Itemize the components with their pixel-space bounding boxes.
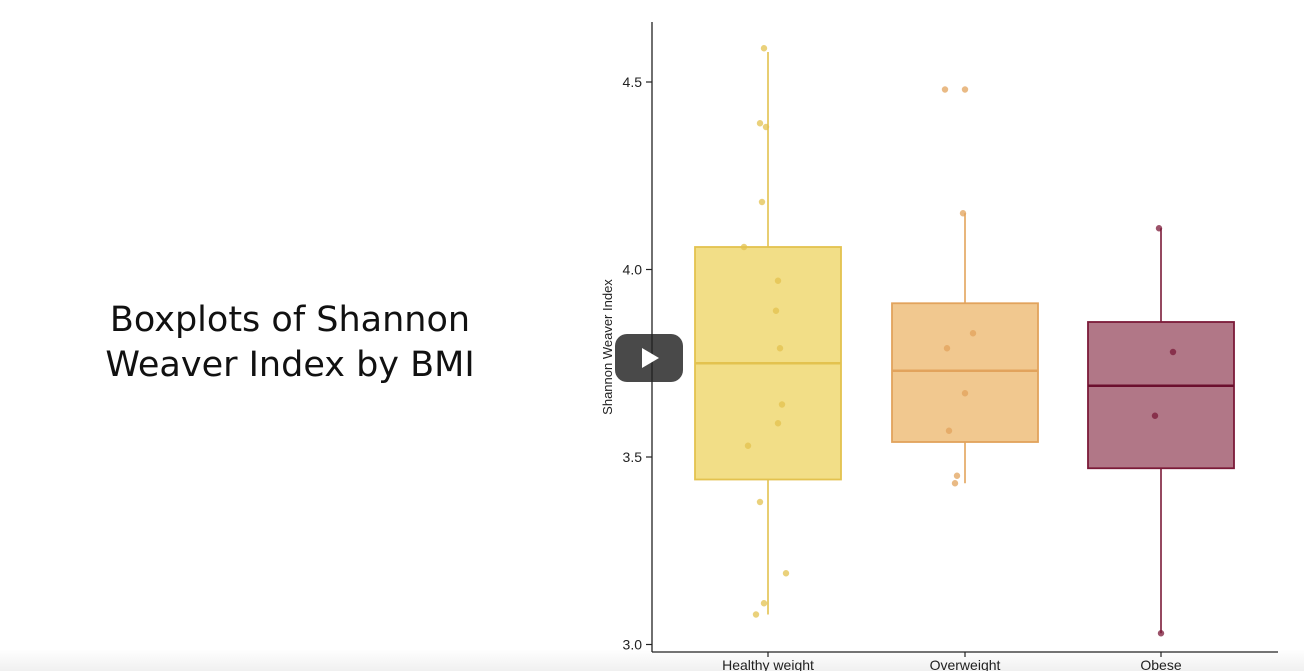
data-point [1157, 630, 1165, 637]
data-point [758, 198, 766, 206]
data-point [756, 120, 764, 127]
data-point [1169, 348, 1177, 356]
data-point [961, 390, 969, 397]
slide-title-line-2: Weaver Index by BMI [105, 345, 475, 385]
data-point [941, 86, 949, 93]
play-button[interactable] [615, 334, 683, 382]
data-point [1155, 225, 1163, 232]
box [1087, 321, 1235, 470]
plot-area: 3.0 3.5 4.0 4.5 Healthy weight Overweight Obes… [623, 22, 1278, 671]
data-point [943, 345, 951, 352]
data-point [951, 480, 959, 487]
slide-title: Boxplots of Shannon Weaver Index by BMI [40, 298, 540, 388]
x-tick-label: Obese [1140, 657, 1181, 671]
data-point [762, 123, 770, 131]
y-axis-title: Shannon Weaver Index [600, 279, 615, 415]
data-point [752, 611, 760, 618]
play-icon[interactable] [642, 348, 659, 368]
data-point [778, 401, 786, 408]
data-point [953, 472, 961, 479]
data-point [782, 570, 790, 577]
data-point [959, 210, 967, 217]
data-point [760, 45, 768, 52]
data-point [772, 307, 780, 314]
y-tick-label: 3.5 [623, 449, 643, 465]
data-point [760, 600, 768, 607]
data-point [776, 345, 784, 352]
data-point [756, 498, 764, 506]
x-tick-label: Overweight [930, 657, 1001, 671]
box [891, 302, 1039, 443]
slide-title-line-1: Boxplots of Shannon [109, 300, 471, 340]
y-tick-label: 4.0 [623, 262, 643, 278]
y-tick-label: 3.0 [623, 637, 643, 653]
data-point [740, 243, 748, 251]
data-point [774, 277, 782, 284]
data-point [1151, 412, 1159, 419]
y-tick-label: 4.5 [623, 74, 643, 90]
data-point [945, 427, 953, 434]
data-point [961, 86, 969, 93]
data-point [969, 330, 977, 337]
x-tick-label: Healthy weight [722, 657, 814, 671]
data-point [744, 442, 752, 449]
data-point [774, 420, 782, 427]
